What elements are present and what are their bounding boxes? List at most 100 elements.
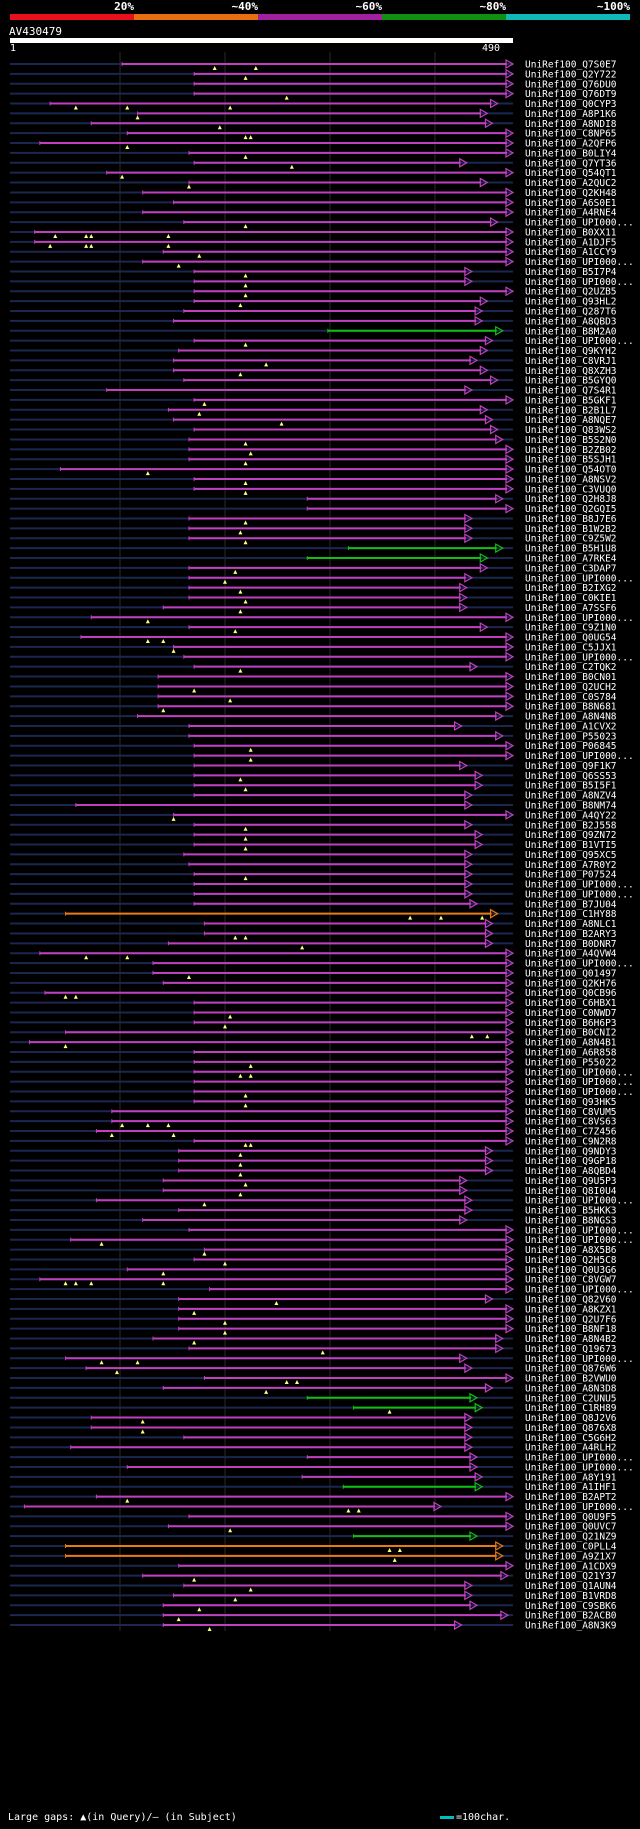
query-gap-marker (233, 629, 238, 634)
query-gap-marker (186, 184, 191, 189)
hit-row: UniRef100_B2ARY3 (10, 928, 617, 940)
query-gap-marker (120, 174, 125, 179)
hit-arrow (464, 1590, 474, 1601)
hit-row: UniRef100_Q9ZN72 (10, 829, 617, 841)
hit-label: UniRef100_C6HBX1 (525, 998, 617, 1009)
hit-arrow (484, 918, 494, 929)
hit-arrow (505, 1066, 515, 1077)
query-gap-marker (248, 747, 253, 752)
hit-row: UniRef100_Q9U5P3 (10, 1175, 617, 1187)
query-gap-marker (84, 243, 89, 248)
hit-arrow (495, 711, 504, 722)
hit-label: UniRef100_A4RLH2 (525, 1443, 617, 1454)
hit-label: UniRef100_A8P1K6 (525, 109, 617, 120)
hit-row: UniRef100_Q2KH76 (10, 977, 617, 989)
hit-row: UniRef100_Q2UCH2 (10, 681, 617, 693)
query-gap-marker (248, 451, 253, 456)
hit-row: UniRef100_C9SBK6 (10, 1600, 617, 1612)
query-gap-marker (145, 639, 150, 644)
hit-row: UniRef100_A8N4B2 (10, 1333, 617, 1345)
hit-label: UniRef100_Q8I0U4 (525, 1186, 617, 1197)
hit-label: UniRef100_UPI000... (525, 1067, 634, 1078)
hit-row: UniRef100_A2QFP6 (10, 138, 617, 150)
query-gap-marker (161, 1281, 166, 1286)
hit-arrow (505, 750, 515, 761)
query-gap-marker (89, 233, 94, 238)
hit-arrow (459, 1185, 468, 1196)
hit-row: UniRef100_Q19673 (10, 1343, 617, 1355)
hit-row: UniRef100_A8QBD4 (10, 1165, 617, 1177)
hit-label: UniRef100_C9Z1N0 (525, 623, 617, 634)
hit-arrow (464, 1422, 474, 1433)
hit-arrow (489, 217, 499, 228)
hit-label: UniRef100_P55022 (525, 1057, 617, 1068)
hit-row: UniRef100_B2B1L7 (10, 404, 617, 416)
hit-label: UniRef100_UPI000... (525, 959, 634, 970)
query-gap-marker (243, 876, 248, 881)
hit-arrow (505, 454, 515, 465)
hit-arrow (505, 167, 515, 178)
hit-row: UniRef100_B5S2N0 (10, 434, 617, 446)
hit-label: UniRef100_A8QBD3 (525, 316, 617, 327)
query-gap-marker (125, 955, 130, 960)
hit-label: UniRef100_Q6SS53 (525, 771, 617, 782)
hit-row: UniRef100_UPI000... (10, 651, 634, 663)
query-gap-marker (202, 401, 207, 406)
hit-arrow (469, 1600, 479, 1611)
hit-row: UniRef100_Q6SS53 (10, 770, 617, 782)
hit-rows: UniRef100_Q7S0E7UniRef100_Q2Y722UniRef10… (10, 58, 634, 1632)
hit-label: UniRef100_C8NP65 (525, 129, 617, 140)
hit-row: UniRef100_B1VRD8 (10, 1590, 617, 1602)
hit-arrow (484, 938, 494, 949)
hit-label: UniRef100_A8N4B2 (525, 1334, 617, 1345)
hit-arrow (495, 1540, 504, 1552)
hit-arrow (464, 1442, 474, 1453)
query-gap-marker (192, 1310, 197, 1315)
hit-arrow (479, 177, 489, 188)
hit-arrow (505, 987, 515, 998)
hit-arrow (505, 464, 515, 475)
hit-arrow (474, 839, 484, 850)
hit-row: UniRef100_Q0CYP3 (10, 98, 617, 110)
query-gap-marker (356, 1508, 361, 1513)
query-gap-marker (222, 1320, 227, 1325)
hit-row: UniRef100_A1CDX9 (10, 1560, 617, 1572)
hit-label: UniRef100_Q21Y37 (525, 1571, 617, 1582)
query-gap-marker (99, 1360, 104, 1365)
hit-row: UniRef100_A1DJF5 (10, 236, 617, 248)
hit-arrow (505, 632, 515, 643)
hit-row: UniRef100_UPI000... (10, 572, 634, 584)
hit-arrow (484, 1293, 494, 1305)
hit-label: UniRef100_Q0CYP3 (525, 99, 617, 110)
query-gap-marker (284, 95, 289, 100)
hit-label: UniRef100_C2TQK2 (525, 662, 617, 673)
query-gap-marker (243, 461, 248, 466)
hit-row: UniRef100_UPI000... (10, 335, 634, 347)
hit-arrow (505, 967, 515, 978)
query-gap-marker (222, 1330, 227, 1335)
query-gap-marker (233, 1597, 238, 1602)
query-gap-marker (140, 1419, 145, 1424)
hit-row: UniRef100_C1RH89 (10, 1402, 617, 1414)
query-gap-marker (125, 105, 130, 110)
hit-arrow (505, 187, 515, 198)
query-gap-marker (53, 233, 58, 238)
query-gap-marker (228, 105, 233, 110)
query-gap-marker (274, 1301, 279, 1305)
hit-label: UniRef100_Q0U3G6 (525, 1265, 617, 1276)
hit-row: UniRef100_Q9GP18 (10, 1155, 617, 1167)
query-gap-marker (233, 935, 238, 940)
hit-row: UniRef100_C0PLL4 (10, 1540, 617, 1553)
hit-arrow (505, 394, 515, 405)
hit-label: UniRef100_A8QBD4 (525, 1166, 617, 1177)
hit-row: UniRef100_B0DNR7 (10, 938, 617, 950)
hit-arrow (505, 1037, 515, 1048)
hit-arrow (505, 1017, 515, 1028)
hit-label: UniRef100_B2ACB0 (525, 1611, 617, 1622)
query-gap-marker (228, 698, 233, 703)
query-gap-marker (243, 224, 248, 229)
hit-row: UniRef100_A8P1K6 (10, 108, 617, 120)
hit-arrow (505, 958, 515, 969)
hit-label: UniRef100_Q2Y722 (525, 69, 617, 80)
query-gap-marker (166, 1123, 171, 1128)
